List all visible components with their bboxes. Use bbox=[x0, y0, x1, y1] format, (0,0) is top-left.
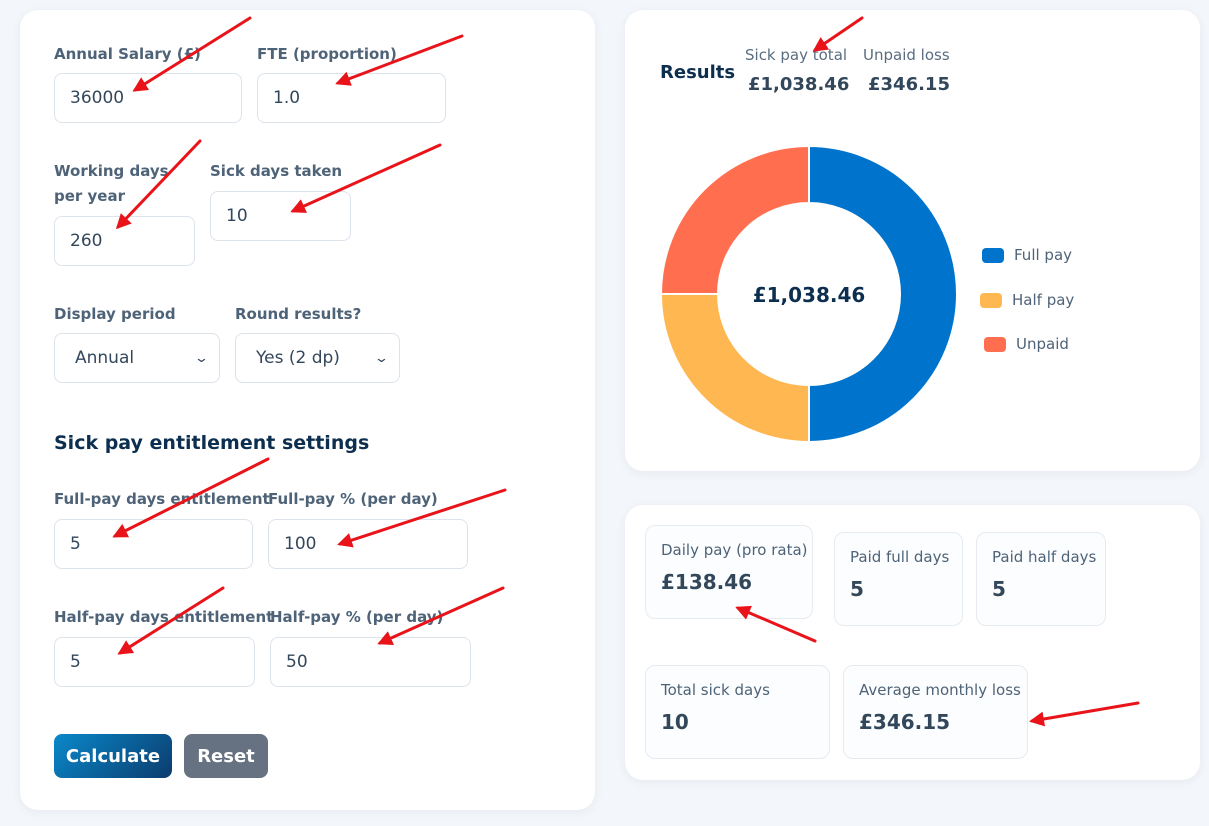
stat-value: 10 bbox=[661, 710, 689, 734]
display-period-label: Display period bbox=[54, 305, 176, 323]
half-pay-pct-input[interactable] bbox=[270, 637, 471, 687]
half-pay-days-input[interactable] bbox=[54, 637, 255, 687]
entitlement-section-title: Sick pay entitlement settings bbox=[54, 432, 370, 454]
results-card: Results Sick pay total £1,038.46 Unpaid … bbox=[625, 10, 1200, 471]
display-period-field: Display period bbox=[54, 302, 176, 327]
stat-value: £138.46 bbox=[661, 570, 753, 594]
full-pay-days-field: Full-pay days entitlement bbox=[54, 487, 270, 512]
legend-label-full-pay: Full pay bbox=[1014, 246, 1073, 264]
unpaid-loss-value: £346.15 bbox=[868, 74, 950, 95]
half-pay-days-field: Half-pay days entitlement bbox=[54, 605, 273, 630]
stat-total-sick-days: Total sick days 10 bbox=[645, 665, 830, 759]
sick-pay-total-label: Sick pay total bbox=[745, 46, 848, 64]
annual-salary-field: Annual Salary (£) bbox=[54, 42, 201, 67]
round-results-select[interactable]: Yes (2 dp) ⌄ bbox=[235, 333, 400, 383]
stat-label: Daily pay (pro rata) bbox=[661, 541, 808, 559]
full-pay-pct-input[interactable] bbox=[268, 519, 468, 569]
annual-salary-label: Annual Salary (£) bbox=[54, 45, 201, 63]
sick-pay-donut-chart: £1,038.46 bbox=[660, 145, 958, 443]
half-pay-pct-field: Half-pay % (per day) bbox=[270, 605, 443, 630]
fte-input[interactable] bbox=[257, 73, 446, 123]
full-pay-days-input[interactable] bbox=[54, 519, 253, 569]
legend-label-unpaid: Unpaid bbox=[1016, 335, 1069, 353]
display-period-value: Annual bbox=[75, 348, 135, 368]
round-results-label: Round results? bbox=[235, 305, 362, 323]
legend-label-half-pay: Half pay bbox=[1012, 291, 1075, 309]
display-period-select[interactable]: Annual ⌄ bbox=[54, 333, 220, 383]
sick-days-input[interactable] bbox=[210, 191, 351, 241]
calculator-form-card bbox=[20, 10, 595, 810]
stat-label: Total sick days bbox=[661, 681, 770, 699]
stat-paid-full-days: Paid full days 5 bbox=[834, 532, 963, 626]
full-pay-pct-label: Full-pay % (per day) bbox=[268, 490, 438, 508]
results-title: Results bbox=[660, 62, 736, 83]
reset-button[interactable]: Reset bbox=[184, 734, 268, 778]
working-days-input[interactable] bbox=[54, 216, 195, 266]
legend-swatch-half-pay bbox=[980, 292, 1002, 308]
sick-days-field: Sick days taken bbox=[210, 159, 342, 184]
donut-slice-full-pay bbox=[807, 145, 958, 443]
legend-swatch-unpaid bbox=[984, 336, 1006, 352]
stat-label: Paid half days bbox=[992, 548, 1097, 566]
half-pay-pct-label: Half-pay % (per day) bbox=[270, 608, 444, 626]
legend-swatch-full-pay bbox=[982, 247, 1004, 263]
stats-card: Daily pay (pro rata) £138.46 Paid full d… bbox=[625, 505, 1200, 780]
annual-salary-input[interactable] bbox=[54, 73, 242, 123]
stat-value: 5 bbox=[992, 577, 1006, 601]
donut-center-label: £1,038.46 bbox=[753, 283, 866, 307]
stat-label: Average monthly loss bbox=[859, 681, 1021, 699]
legend-full-pay: Full pay bbox=[982, 246, 1072, 264]
stat-average-monthly-loss: Average monthly loss £346.15 bbox=[843, 665, 1028, 759]
legend-half-pay: Half pay bbox=[980, 291, 1074, 309]
calculate-button[interactable]: Calculate bbox=[54, 734, 172, 778]
sick-pay-total-value: £1,038.46 bbox=[748, 74, 850, 95]
stat-value: 5 bbox=[850, 577, 864, 601]
stat-label: Paid full days bbox=[850, 548, 950, 566]
working-days-field: Working days per year bbox=[54, 159, 194, 209]
working-days-label: Working days per year bbox=[54, 162, 169, 205]
donut-slice-half-pay bbox=[660, 292, 810, 443]
sick-days-label: Sick days taken bbox=[210, 162, 343, 180]
unpaid-loss-label: Unpaid loss bbox=[863, 46, 950, 64]
round-results-value: Yes (2 dp) bbox=[256, 348, 340, 368]
chevron-down-icon: ⌄ bbox=[373, 350, 390, 366]
chevron-down-icon: ⌄ bbox=[193, 350, 210, 366]
full-pay-days-label: Full-pay days entitlement bbox=[54, 490, 270, 508]
stat-value: £346.15 bbox=[859, 710, 951, 734]
fte-field: FTE (proportion) bbox=[257, 42, 397, 67]
legend-unpaid: Unpaid bbox=[984, 335, 1069, 353]
donut-slice-unpaid bbox=[660, 145, 810, 295]
round-results-field: Round results? bbox=[235, 302, 361, 327]
stat-daily-pay: Daily pay (pro rata) £138.46 bbox=[645, 525, 813, 619]
stat-paid-half-days: Paid half days 5 bbox=[976, 532, 1106, 626]
half-pay-days-label: Half-pay days entitlement bbox=[54, 608, 274, 626]
full-pay-pct-field: Full-pay % (per day) bbox=[268, 487, 438, 512]
fte-label: FTE (proportion) bbox=[257, 45, 397, 63]
